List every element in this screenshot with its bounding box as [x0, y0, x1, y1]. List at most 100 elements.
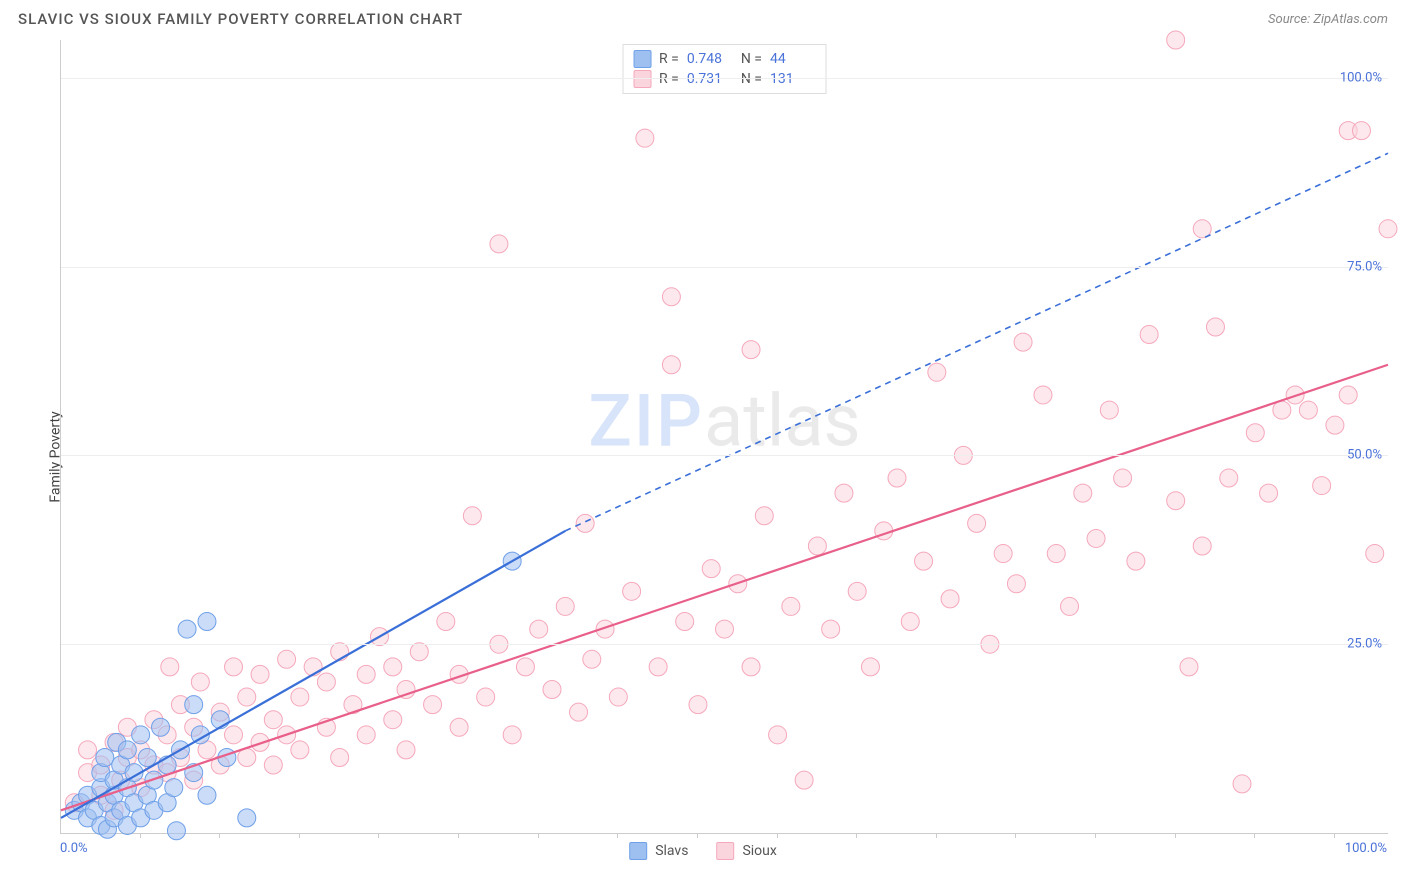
data-point — [278, 650, 296, 668]
data-point — [1047, 545, 1065, 563]
data-point — [161, 658, 179, 676]
data-point — [331, 748, 349, 766]
data-point — [198, 613, 216, 631]
x-tick — [1015, 833, 1016, 838]
data-point — [384, 658, 402, 676]
data-point — [1014, 333, 1032, 351]
data-point — [132, 726, 150, 744]
x-tick — [219, 833, 220, 838]
legend-item-sioux: Sioux — [716, 842, 776, 860]
data-point — [576, 514, 594, 532]
data-point — [1273, 401, 1291, 419]
data-point — [1246, 424, 1264, 442]
x-tick — [458, 833, 459, 838]
data-point — [317, 673, 335, 691]
data-point — [225, 658, 243, 676]
data-point — [96, 748, 114, 766]
data-point — [1220, 469, 1238, 487]
data-point — [264, 756, 282, 774]
data-point — [662, 288, 680, 306]
data-point — [543, 681, 561, 699]
data-point — [742, 341, 760, 359]
x-tick — [378, 833, 379, 838]
data-point — [410, 643, 428, 661]
data-point — [822, 620, 840, 638]
data-point — [1007, 575, 1025, 593]
data-point — [191, 673, 209, 691]
regression-line-sioux — [61, 365, 1388, 811]
data-point — [384, 711, 402, 729]
data-point — [755, 507, 773, 525]
data-point — [662, 356, 680, 374]
data-point — [968, 514, 986, 532]
data-point — [1034, 386, 1052, 404]
data-point — [238, 809, 256, 827]
data-point — [516, 658, 534, 676]
plot-svg — [61, 40, 1388, 833]
data-point — [795, 771, 813, 789]
data-point — [397, 741, 415, 759]
data-point — [1339, 386, 1357, 404]
data-point — [503, 726, 521, 744]
data-point — [1260, 484, 1278, 502]
data-point — [1127, 552, 1145, 570]
y-tick-label: 75.0% — [1347, 259, 1382, 274]
data-point — [702, 560, 720, 578]
source-label: Source: ZipAtlas.com — [1268, 12, 1388, 27]
data-point — [530, 620, 548, 638]
x-tick-label: 100.0% — [1345, 841, 1387, 856]
x-tick — [617, 833, 618, 838]
x-tick — [1254, 833, 1255, 838]
data-point — [118, 741, 136, 759]
data-point — [264, 711, 282, 729]
data-point — [1140, 326, 1158, 344]
gridline — [61, 78, 1388, 79]
bottom-legend: SlavsSioux — [629, 842, 777, 860]
data-point — [1313, 477, 1331, 495]
data-point — [808, 537, 826, 555]
x-tick — [1175, 833, 1176, 838]
data-point — [848, 582, 866, 600]
y-tick-label: 25.0% — [1347, 637, 1382, 652]
data-point — [79, 741, 97, 759]
data-point — [251, 665, 269, 683]
data-point — [1167, 492, 1185, 510]
data-point — [185, 696, 203, 714]
gridline — [61, 267, 1388, 268]
data-point — [357, 665, 375, 683]
data-point — [994, 545, 1012, 563]
data-point — [716, 620, 734, 638]
data-point — [570, 703, 588, 721]
data-point — [167, 822, 185, 840]
data-point — [450, 718, 468, 736]
data-point — [636, 129, 654, 147]
x-tick — [856, 833, 857, 838]
chart-title: SLAVIC VS SIOUX FAMILY POVERTY CORRELATI… — [18, 10, 463, 28]
data-point — [623, 582, 641, 600]
data-point — [1299, 401, 1317, 419]
data-point — [1206, 318, 1224, 336]
data-point — [1087, 529, 1105, 547]
legend-label: Sioux — [742, 843, 776, 859]
x-tick — [1095, 833, 1096, 838]
data-point — [676, 613, 694, 631]
plot-region: ZIPatlas R =0.748N =44R =0.731N =131 25.… — [60, 40, 1388, 834]
legend-swatch — [716, 842, 734, 860]
data-point — [1233, 775, 1251, 793]
data-point — [1100, 401, 1118, 419]
data-point — [165, 779, 183, 797]
regression-line-slavs-extrapolated — [565, 153, 1388, 531]
data-point — [1379, 220, 1397, 238]
data-point — [225, 726, 243, 744]
data-point — [1366, 545, 1384, 563]
x-tick — [777, 833, 778, 838]
data-point — [198, 786, 216, 804]
data-point — [556, 597, 574, 615]
data-point — [1074, 484, 1092, 502]
data-point — [915, 552, 933, 570]
data-point — [782, 597, 800, 615]
x-tick-label: 0.0% — [60, 841, 88, 856]
x-tick — [538, 833, 539, 838]
chart-area: Family Poverty ZIPatlas R =0.748N =44R =… — [18, 40, 1388, 874]
data-point — [238, 688, 256, 706]
